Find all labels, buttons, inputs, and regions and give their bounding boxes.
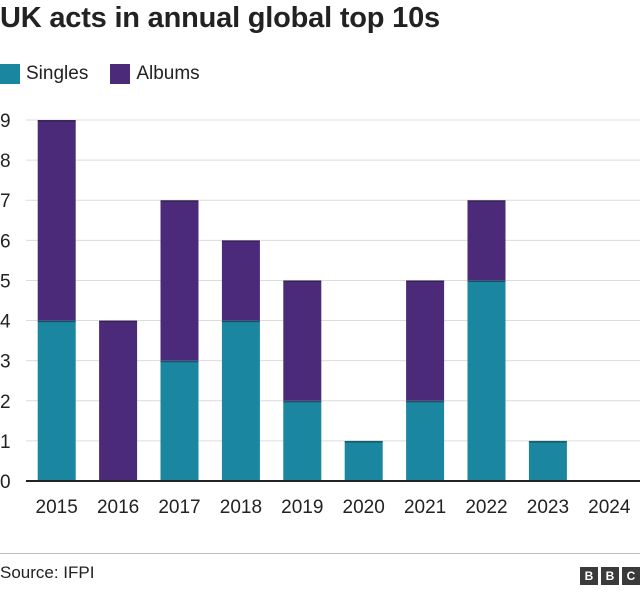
y-axis-ticks: 0 1 2 3 4 5 6 7 8 9 — [0, 111, 11, 493]
y-tick-label: 2 — [0, 392, 11, 413]
bar-albums-2017 — [160, 200, 199, 361]
bar-albums-2016 — [99, 320, 138, 481]
y-tick-label: 5 — [0, 271, 11, 292]
y-tick-label: 9 — [0, 111, 11, 132]
x-tick-label: 2024 — [588, 497, 631, 518]
legend-swatch-singles — [0, 64, 20, 84]
bbc-logo-letter: C — [622, 567, 640, 585]
x-tick-label: 2020 — [343, 497, 385, 518]
bar-singles-2022 — [467, 280, 506, 481]
bar-singles-2020 — [344, 440, 383, 481]
x-tick-label: 2022 — [465, 497, 507, 518]
bar-albums-2022 — [467, 200, 506, 281]
bar-singles-2017 — [160, 360, 199, 481]
y-tick-label: 6 — [0, 231, 11, 252]
bar-singles-2023 — [528, 440, 567, 481]
bar-singles-2021 — [406, 400, 445, 481]
legend-label-albums: Albums — [136, 63, 200, 84]
source-note: Source: IFPI — [0, 563, 95, 582]
bar-albums-2015 — [37, 120, 76, 321]
bar-singles-2018 — [221, 320, 260, 481]
bar-singles-2019 — [283, 400, 322, 481]
chart-title: UK acts in annual global top 10s — [0, 2, 440, 34]
bar-albums-2018 — [221, 240, 260, 321]
bbc-logo-letter: B — [580, 567, 598, 585]
y-tick-label: 1 — [0, 432, 11, 453]
x-tick-label: 2017 — [158, 497, 200, 518]
bbc-logo: B B C — [580, 567, 640, 585]
footer-divider — [0, 553, 640, 554]
legend-item-singles: Singles — [0, 63, 88, 85]
chart-legend: Singles Albums — [0, 62, 222, 86]
bbc-logo-letter: B — [601, 567, 619, 585]
x-tick-label: 2019 — [281, 497, 323, 518]
bar-albums-2019 — [283, 280, 322, 401]
bar-albums-2021 — [406, 280, 445, 401]
y-tick-label: 4 — [0, 312, 11, 333]
x-tick-label: 2015 — [36, 497, 78, 518]
y-tick-label: 0 — [0, 472, 11, 493]
x-tick-label: 2016 — [97, 497, 139, 518]
bar-singles-2015 — [37, 320, 76, 481]
y-tick-label: 8 — [0, 151, 11, 172]
legend-swatch-albums — [110, 64, 131, 84]
x-axis-ticks: 2015 2016 2017 2018 2019 2020 2021 2022 2023 2024 — [36, 497, 631, 518]
x-tick-label: 2018 — [220, 497, 262, 518]
legend-label-singles: Singles — [26, 63, 89, 84]
y-tick-label: 3 — [0, 352, 11, 373]
y-tick-label: 7 — [0, 191, 11, 212]
legend-item-albums: Albums — [110, 63, 200, 85]
x-tick-label: 2021 — [404, 497, 446, 518]
x-tick-label: 2023 — [527, 497, 569, 518]
bars — [37, 120, 567, 481]
